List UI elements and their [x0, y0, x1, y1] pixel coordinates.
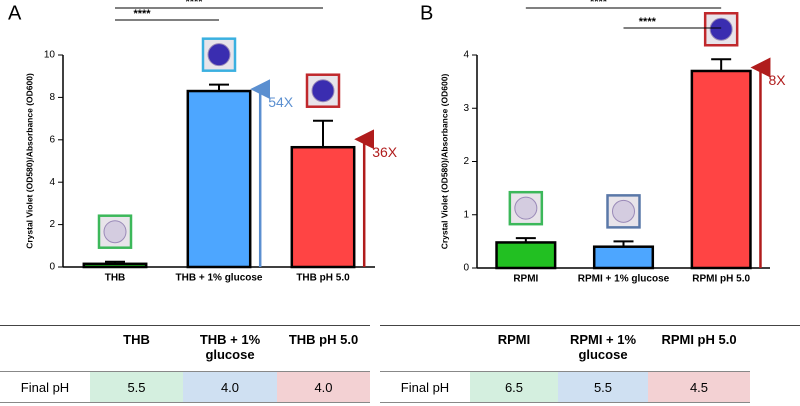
column-header: RPMI pH 5.0 [661, 332, 737, 347]
fold-label: 36X [372, 144, 398, 160]
y-tick-label: 8 [49, 92, 55, 103]
well-stain [311, 79, 335, 103]
x-tick-label: RPMI pH 5.0 [692, 274, 750, 285]
column-header: THB + 1% glucose [199, 332, 261, 362]
x-tick-label: THB pH 5.0 [296, 273, 350, 284]
ph-cell: 4.0 [183, 371, 277, 403]
x-tick-label: RPMI [513, 274, 538, 285]
ph-cell: 5.5 [90, 371, 183, 403]
fold-label: 54X [268, 94, 294, 110]
ph-table: Final pH THB 5.5 THB + 1% glucose 4.0 THB pH … [0, 325, 370, 406]
significance-label: **** [185, 0, 203, 8]
significance-label: **** [639, 16, 657, 28]
well-stain [514, 196, 538, 220]
y-tick-label: 0 [49, 262, 55, 273]
panel-label: B [420, 2, 433, 24]
y-tick-label: 4 [49, 177, 55, 188]
well-stain [612, 199, 635, 223]
ph-cell: 5.5 [558, 371, 648, 403]
y-tick-label: 2 [463, 156, 469, 167]
bar [592, 245, 655, 270]
column-header: THB [123, 332, 150, 347]
panel-label: A [8, 2, 22, 24]
ph-cell: 6.5 [470, 371, 558, 403]
bar [495, 241, 557, 270]
x-tick-label: RPMI + 1% glucose [578, 274, 670, 285]
y-tick-label: 3 [463, 103, 469, 114]
ph-table: Final pH RPMI 6.5 RPMI + 1% glucose 5.5 RPMI … [380, 325, 800, 406]
y-tick-label: 6 [49, 134, 55, 145]
column-header: THB pH 5.0 [288, 332, 359, 347]
row-label: Final pH [0, 371, 90, 403]
bar [186, 89, 252, 269]
ph-cell: 4.5 [648, 371, 750, 403]
y-axis-label: Crystal Violet (OD580)/Absorbance (OD600… [439, 74, 449, 250]
well-stain [103, 220, 127, 244]
y-axis-label: Crystal Violet (OD580)/Absorbance (OD600… [24, 73, 34, 249]
significance-label: **** [590, 0, 608, 8]
x-tick-label: THB [105, 273, 126, 284]
row-label: Final pH [380, 371, 470, 403]
y-tick-label: 10 [44, 50, 56, 61]
bar [690, 69, 752, 270]
ph-cell: 4.0 [277, 371, 370, 403]
y-tick-label: 4 [463, 50, 469, 61]
y-tick-label: 0 [463, 263, 469, 274]
column-header: RPMI + 1% glucose [569, 332, 637, 362]
well-stain [709, 17, 733, 41]
well-stain [207, 43, 231, 67]
x-tick-label: THB + 1% glucose [176, 273, 263, 284]
bar [82, 262, 148, 269]
significance-label: **** [133, 8, 151, 20]
column-header: RPMI [497, 332, 531, 347]
charts: A Crystal Violet (OD580)/Absorbance (OD60… [8, 0, 786, 285]
bar [290, 145, 356, 269]
fold-label: 8X [768, 72, 786, 88]
y-tick-label: 1 [463, 209, 469, 220]
y-tick-label: 2 [49, 219, 55, 230]
